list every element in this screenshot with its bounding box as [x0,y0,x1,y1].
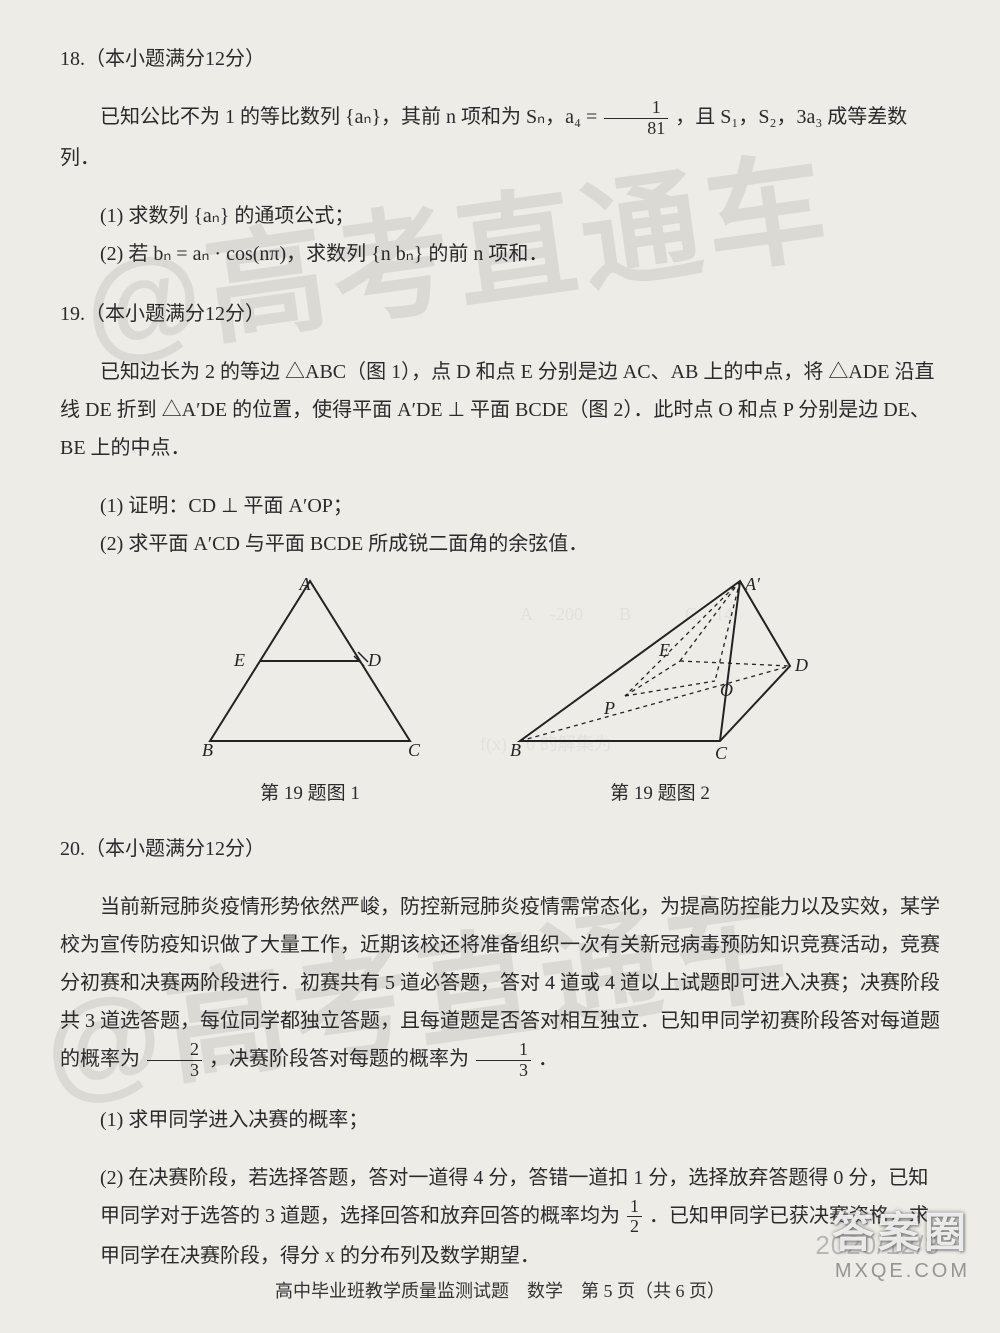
q18-part1: (1) 求数列 {aₙ} 的通项公式； [60,197,940,235]
q20-text3: ． [538,1048,558,1070]
q19-body: 已知边长为 2 的等边 △ABC（图 1），点 D 和点 E 分别是边 AC、A… [60,353,940,467]
q19-fig1-caption: 第 19 题图 1 [190,776,430,812]
q18-body: 已知公比不为 1 的等比数列 {aₙ}，其前 n 项和为 Sₙ，a₄ = 1 8… [60,98,940,177]
q20-text2: ，决赛阶段答对每题的概率为 [209,1048,469,1070]
q20-number: 20.（本小题满分12分） [60,830,940,868]
svg-text:E: E [658,640,670,660]
svg-text:B: B [202,740,213,760]
svg-text:E: E [233,650,245,670]
svg-text:P: P [603,698,615,718]
svg-text:A: A [299,574,312,594]
svg-text:D: D [367,650,381,670]
svg-text:D: D [794,655,808,675]
svg-text:O: O [720,680,733,700]
q19-fig1: A B C E D [190,571,430,761]
frac-den: 81 [604,119,668,139]
svg-text:C: C [715,743,728,761]
frac-den: 3 [476,1061,531,1081]
svg-text:B: B [510,740,521,760]
q19-part1: (1) 证明：CD ⊥ 平面 A′OP； [60,487,940,525]
svg-text:C: C [408,740,421,760]
q20-part2: (2) 在决赛阶段，若选择答题，答对一道得 4 分，答错一道扣 1 分，选择放弃… [60,1159,940,1276]
frac-den: 3 [147,1061,202,1081]
exam-page: 18.（本小题满分12分） 已知公比不为 1 的等比数列 {aₙ}，其前 n 项… [0,0,1000,1333]
q19-fig2: A′ B C D E O P [510,571,810,761]
q18-part2: (2) 若 bₙ = aₙ · cos(nπ)，求数列 {n bₙ} 的前 n … [60,235,940,273]
svg-text:A′: A′ [744,574,761,594]
q19-number: 19.（本小题满分12分） [60,295,940,333]
q20-body: 当前新冠肺炎疫情形势依然严峻，防控新冠肺炎疫情需常态化，为提高防控能力以及实效，… [60,888,940,1081]
frac-num: 1 [604,98,668,119]
q18-text1: 已知公比不为 1 的等比数列 {aₙ}，其前 n 项和为 Sₙ，a₄ = [100,106,602,128]
q19-fig2-wrap: A′ B C D E O P 第 19 题图 2 [510,571,810,812]
frac-den: 2 [627,1217,642,1237]
fraction: 2 3 [147,1040,202,1081]
fraction: 1 81 [604,98,668,139]
corner-wm-title: 答案圈 [832,1199,970,1260]
q19-part2: (2) 求平面 A′CD 与平面 BCDE 所成锐二面角的余弦值． [60,525,940,563]
corner-wm-url: MXQE.COM [832,1260,970,1283]
frac-num: 1 [476,1040,531,1061]
q19-fig1-wrap: A B C E D 第 19 题图 1 [190,571,430,812]
q20-part1: (1) 求甲同学进入决赛的概率； [60,1101,940,1139]
q19-figures: A B C E D 第 19 题图 1 [60,571,940,812]
fraction: 1 2 [627,1197,642,1238]
corner-watermark: 答案圈 MXQE.COM [832,1199,970,1283]
frac-num: 1 [627,1197,642,1218]
frac-num: 2 [147,1040,202,1061]
q19-fig2-caption: 第 19 题图 2 [510,776,810,812]
q18-number: 18.（本小题满分12分） [60,40,940,78]
fraction: 1 3 [476,1040,531,1081]
